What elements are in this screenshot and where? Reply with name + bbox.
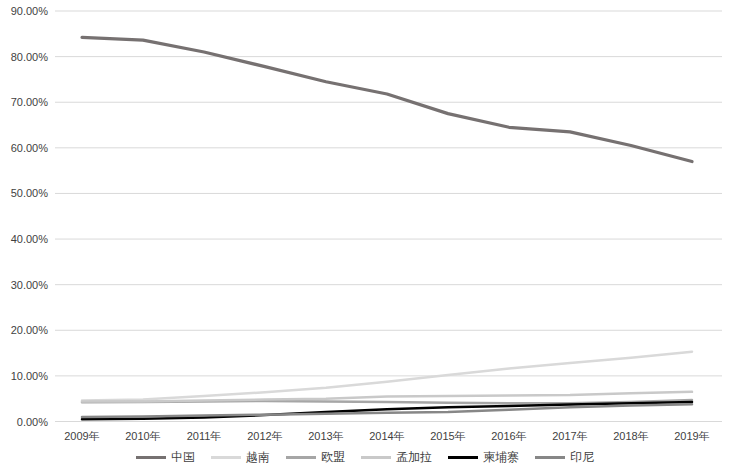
legend-label: 孟加拉 — [396, 449, 432, 466]
y-axis-tick-label: 80.00% — [11, 51, 49, 63]
legend-label: 欧盟 — [321, 449, 345, 466]
legend-item-1: 越南 — [211, 449, 270, 466]
legend-line-swatch — [211, 456, 241, 459]
y-axis-tick-label: 10.00% — [11, 370, 49, 382]
legend-item-3: 孟加拉 — [361, 449, 432, 466]
y-axis-tick-label: 20.00% — [11, 324, 49, 336]
y-axis-tick-label: 90.00% — [11, 5, 49, 17]
legend-line-swatch — [361, 456, 391, 459]
y-axis-tick-label: 40.00% — [11, 233, 49, 245]
x-axis-tick-label: 2011年 — [187, 430, 222, 442]
x-axis-tick-label: 2018年 — [613, 430, 648, 442]
chart-container: 0.00% 10.00% 20.00% 30.00% 40.00% 50.00% 60.00… — [0, 0, 730, 475]
line-chart: 0.00% 10.00% 20.00% 30.00% 40.00% 50.00% 60.00… — [0, 0, 730, 475]
x-axis-tick-label: 2015年 — [430, 430, 465, 442]
legend-label: 柬埔寨 — [483, 449, 519, 466]
legend-line-swatch — [535, 456, 565, 459]
x-axis-tick-label: 2012年 — [247, 430, 282, 442]
y-axis-tick-label: 70.00% — [11, 96, 49, 108]
legend-line-swatch — [286, 456, 316, 459]
legend-label: 中国 — [171, 449, 195, 466]
series-line-0 — [82, 37, 692, 161]
chart-legend: 中国 越南 欧盟 孟加拉 柬埔寨 印尼 — [0, 449, 730, 466]
x-axis-tick-label: 2010年 — [125, 430, 160, 442]
y-axis-tick-label: 30.00% — [11, 279, 49, 291]
legend-label: 印尼 — [570, 449, 594, 466]
series-line-5 — [82, 404, 692, 417]
y-axis-tick-label: 0.00% — [17, 416, 48, 428]
x-axis-tick-label: 2016年 — [491, 430, 526, 442]
y-axis-tick-label: 50.00% — [11, 187, 49, 199]
x-axis-tick-label: 2017年 — [552, 430, 587, 442]
legend-item-0: 中国 — [136, 449, 195, 466]
y-axis-tick-label: 60.00% — [11, 142, 49, 154]
legend-label: 越南 — [246, 449, 270, 466]
legend-item-5: 印尼 — [535, 449, 594, 466]
x-axis-tick-label: 2014年 — [369, 430, 404, 442]
legend-item-4: 柬埔寨 — [448, 449, 519, 466]
x-axis-tick-label: 2013年 — [308, 430, 343, 442]
x-axis-tick-label: 2009年 — [64, 430, 99, 442]
legend-line-swatch — [136, 456, 166, 459]
x-axis-tick-label: 2019年 — [674, 430, 709, 442]
legend-line-swatch — [448, 456, 478, 459]
legend-item-2: 欧盟 — [286, 449, 345, 466]
